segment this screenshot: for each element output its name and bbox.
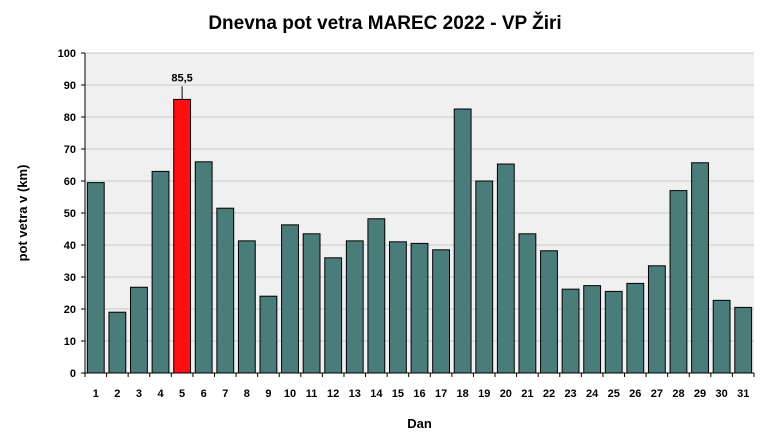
bar [108,311,127,374]
y-tick-label: 70 [64,144,76,156]
x-tick-label: 7 [222,388,228,400]
x-tick-label: 19 [478,388,490,400]
x-tick-label: 6 [201,388,207,400]
x-tick-label: 15 [392,388,404,400]
data-label: 85,5 [171,72,192,84]
bar [216,207,235,374]
bar [583,285,602,374]
bar [691,162,709,374]
x-tick-label: 1 [93,388,99,400]
x-tick-label: 4 [157,388,164,400]
bar [604,290,623,374]
x-tick-label: 22 [543,388,555,400]
bar [496,163,515,374]
y-axis-title: pot vetra v (km) [15,165,30,262]
x-tick-label: 28 [672,388,684,400]
y-tick-label: 0 [70,368,76,380]
bar [281,224,299,374]
y-tick-label: 10 [64,336,76,348]
bar [367,218,386,374]
annotations: 85,5 [171,72,193,100]
bar [669,190,688,374]
x-tick-label: 8 [244,388,250,400]
bar [410,242,429,374]
x-tick-label: 10 [284,388,296,400]
bar [734,306,753,374]
x-tick-label: 12 [327,388,339,400]
y-tick-label: 80 [64,112,76,124]
bar [432,249,450,374]
bars [86,98,753,374]
bar [475,180,494,374]
bar [647,265,666,374]
bar [453,108,472,374]
bar [151,170,170,374]
x-tick-label: 20 [500,388,512,400]
x-tick-label: 5 [179,388,185,400]
x-tick-label: 11 [306,388,318,400]
x-tick-label: 3 [136,388,142,400]
x-tick-label: 29 [694,388,706,400]
bar [626,282,645,374]
y-tick-label: 100 [58,48,76,60]
y-tick-label: 50 [64,208,76,220]
x-tick-label: 23 [564,388,576,400]
x-tick-label: 24 [586,388,599,400]
bar [194,161,213,374]
y-tick-labels: 0 10 20 30 40 50 60 70 80 90 100 [58,48,76,380]
axes [84,53,755,377]
bar [540,250,558,374]
bar [237,240,256,374]
x-tick-label: 18 [457,388,469,400]
bar [324,257,343,374]
x-tick-labels: 1 2 3 4 5 6 7 8 9 10 11 12 13 14 15 16 17 18 19 20 21 22 23 24 2… [93,388,750,400]
x-tick-label: 9 [265,388,271,400]
bar [518,233,537,374]
bar [561,288,580,374]
x-tick-label: 16 [413,388,425,400]
y-tick-label: 60 [64,176,76,188]
bar [259,295,278,374]
bar [130,286,148,374]
x-tick-label: 30 [716,388,728,400]
x-tick-label: 14 [370,388,383,400]
bar [86,182,105,374]
y-tick-label: 90 [64,80,76,92]
x-tick-label: 17 [435,388,447,400]
x-axis-title: Dan [407,416,432,431]
x-tick-label: 26 [629,388,641,400]
y-tick-label: 40 [64,240,76,252]
x-tick-label: 25 [608,388,620,400]
chart-title: Dnevna pot vetra MAREC 2022 - VP Žiri [208,12,561,34]
x-tick-label: 27 [651,388,663,400]
bar [345,240,364,374]
bar [712,299,731,374]
bar [302,233,321,374]
x-tick-label: 13 [349,388,361,400]
bar [389,241,407,374]
x-tick-label: 21 [521,388,533,400]
y-tick-label: 30 [64,272,76,284]
x-tick-label: 31 [737,388,749,400]
y-tick-label: 20 [64,304,76,316]
bar-highlight [173,98,192,374]
x-tick-label: 2 [114,388,120,400]
